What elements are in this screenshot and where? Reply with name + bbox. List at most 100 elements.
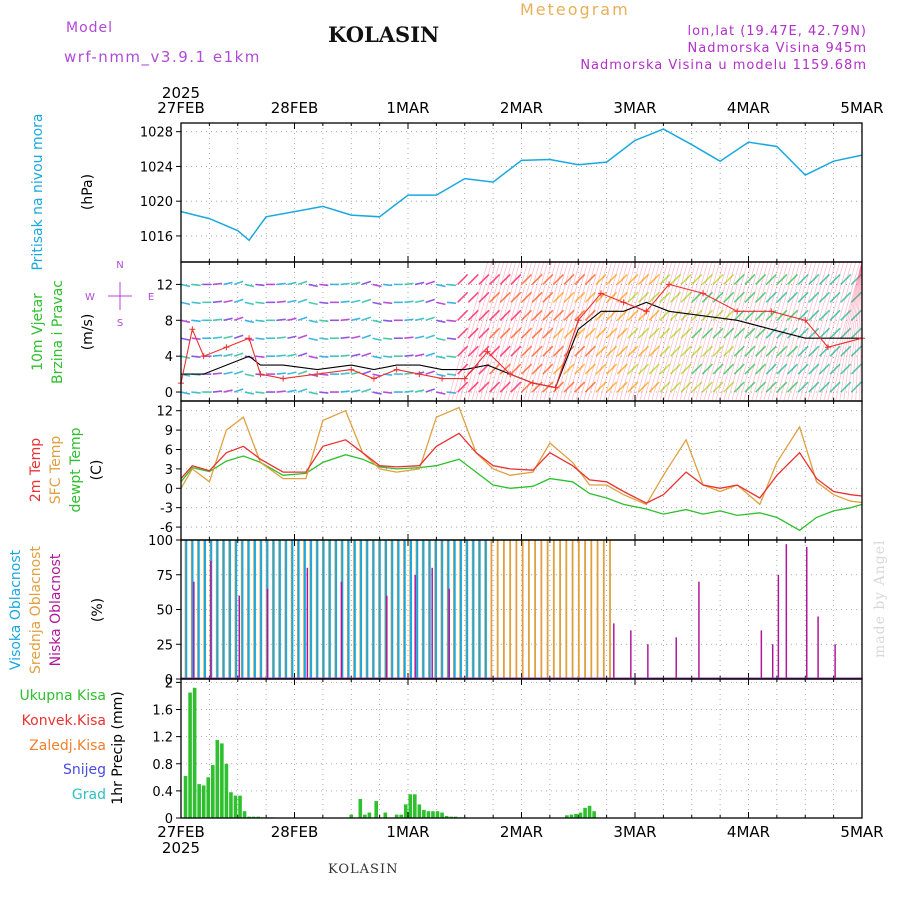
precip-legend-item: Grad (72, 787, 106, 803)
wind-barb (563, 309, 575, 321)
wind-hatch (575, 261, 617, 402)
wind-hatch (755, 261, 797, 402)
wind-speed-marker (314, 371, 321, 378)
wind-barb (276, 354, 286, 357)
wind-barb (584, 309, 596, 321)
wind-hatch (771, 261, 813, 402)
precip-bar (399, 814, 403, 818)
y-tick-label: 0 (165, 386, 173, 401)
wind-barb (829, 291, 841, 303)
wind-hatch (843, 261, 863, 402)
x-day-label-top: 3MAR (613, 99, 656, 117)
wind-barb (531, 273, 543, 285)
wind-hatch (659, 261, 701, 402)
wind-barb (637, 363, 650, 375)
cloud-ylabel-high: Visoka Oblacnost (8, 549, 24, 670)
wind-barb (574, 291, 586, 303)
cloud-ylabel-mid: Srednja Oblacnost (28, 546, 44, 674)
panel-frame (180, 678, 863, 819)
wind-barb (659, 309, 671, 321)
wind-barb (542, 291, 554, 303)
wind-hatch (447, 261, 489, 402)
wind-barb (712, 345, 724, 357)
wind-barb (361, 370, 372, 375)
wind-barb (372, 319, 382, 324)
wind-barb (691, 345, 703, 357)
wind-barb (659, 363, 671, 375)
wind-barb (510, 327, 522, 339)
wind-barb (372, 337, 382, 342)
wind-barb (297, 370, 308, 375)
wind-hatch (547, 261, 589, 402)
wind-barb (244, 373, 255, 377)
wind-barb (191, 355, 201, 358)
wind-barb (776, 327, 788, 339)
wind-barb (786, 327, 799, 339)
wind-barb (499, 345, 511, 357)
wind-barb (637, 309, 650, 321)
wind-barb (850, 273, 862, 285)
wind-barb (212, 300, 223, 304)
precip-bar (413, 794, 417, 818)
wind-barb (287, 317, 297, 322)
y-tick-label: 2 (165, 676, 173, 691)
wind-speed-marker (200, 353, 207, 360)
precip-bar (183, 775, 188, 818)
wind-barb (850, 363, 862, 375)
wind-barb (616, 273, 628, 285)
wind-barb (446, 337, 457, 341)
wind-hatch (631, 261, 673, 402)
wind-barb (499, 291, 511, 303)
wind-hatch (627, 261, 669, 402)
wind-barb (563, 273, 575, 285)
wind-barb (457, 381, 469, 393)
y-tick-label: 8 (165, 314, 173, 329)
y-tick-label: 50 (156, 604, 173, 619)
wind-barb (659, 345, 671, 357)
wind-barb (520, 273, 533, 285)
footer-location: KOLASIN (328, 862, 399, 877)
wind-barb (489, 273, 501, 285)
x-day-label-top: 4MAR (727, 99, 770, 117)
wind-barb (404, 372, 414, 375)
wind-barb (244, 319, 255, 324)
wind-barb (542, 327, 554, 339)
wind-barb (595, 273, 607, 285)
wind-barb (669, 291, 682, 303)
wind-hatch (483, 261, 525, 402)
wind-barb (850, 381, 862, 393)
wind-hatch (503, 261, 545, 402)
precip-bar (238, 795, 242, 818)
wind-barb (733, 309, 745, 321)
wind-speed-marker (734, 308, 741, 315)
wind-barb (308, 301, 318, 306)
wind-speed-marker (280, 375, 287, 382)
wind-barb (489, 327, 501, 339)
wind-barb (786, 291, 799, 303)
wind-barb (404, 300, 414, 304)
wind-barb (776, 309, 788, 321)
wind-barb (212, 354, 223, 357)
y-tick-label: 3 (165, 463, 173, 478)
wind-barb (489, 381, 501, 393)
wind-hatch (847, 261, 863, 402)
wind-barb (786, 273, 799, 285)
wind-barb (414, 353, 425, 357)
wind-barb (212, 390, 223, 393)
wind-speed-marker (597, 290, 604, 297)
wind-barb (425, 280, 435, 286)
wind-barb (510, 291, 522, 303)
wind-barb (552, 327, 564, 339)
wind-hatch (527, 261, 569, 402)
wind-barb (372, 301, 382, 306)
wind-barb (467, 381, 479, 393)
precip-bar (374, 801, 379, 818)
wind-hatch (695, 261, 737, 402)
wind-barb (574, 327, 586, 339)
precip-bar (201, 785, 206, 818)
wind-barb (797, 381, 809, 393)
wind-barb (457, 273, 469, 285)
wind-hatch (531, 261, 573, 402)
wind-barb (361, 388, 372, 393)
wind-speed-marker (620, 299, 627, 306)
